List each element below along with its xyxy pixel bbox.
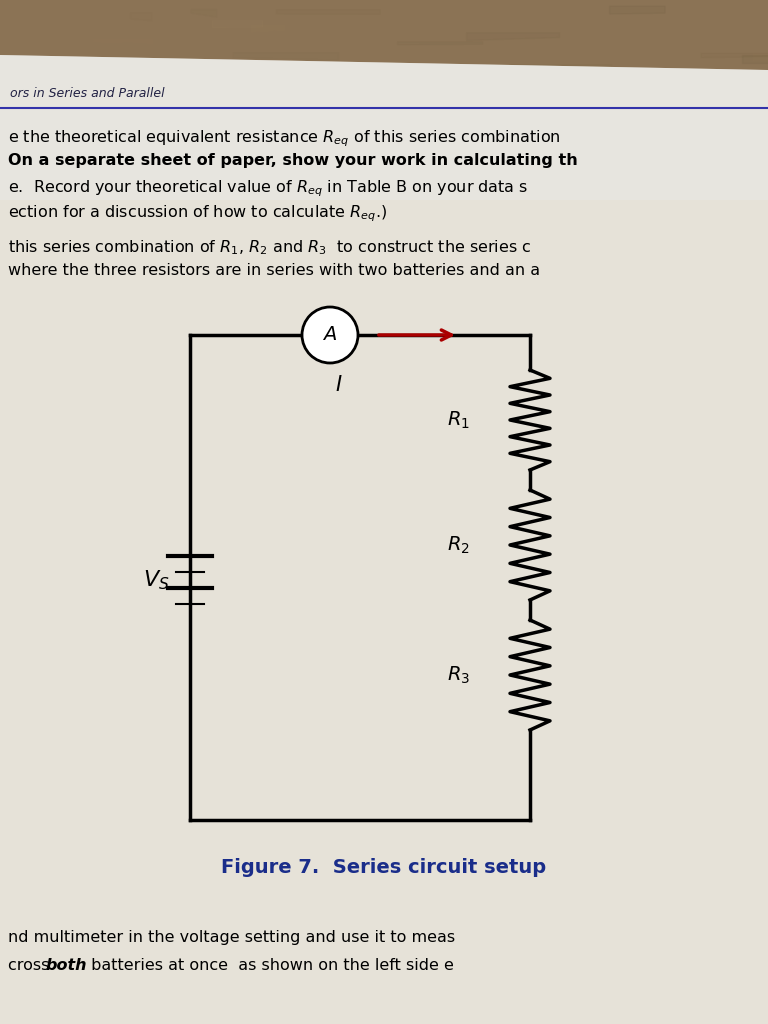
Polygon shape <box>0 55 768 1024</box>
Text: e the theoretical equivalent resistance $R_{eq}$ of this series combination: e the theoretical equivalent resistance … <box>8 128 561 148</box>
Text: batteries at once  as shown on the left side e: batteries at once as shown on the left s… <box>86 958 454 973</box>
Text: $R_1$: $R_1$ <box>447 410 470 431</box>
Text: ection for a discussion of how to calculate $R_{eq}$.): ection for a discussion of how to calcul… <box>8 203 387 223</box>
Text: e.  Record your theoretical value of $R_{eq}$ in Table B on your data s: e. Record your theoretical value of $R_{… <box>8 178 528 199</box>
Text: cross: cross <box>8 958 55 973</box>
Text: $A$: $A$ <box>323 326 337 344</box>
Polygon shape <box>0 55 768 200</box>
Text: On a separate sheet of paper, show your work in calculating th: On a separate sheet of paper, show your … <box>8 153 578 168</box>
Text: ors in Series and Parallel: ors in Series and Parallel <box>10 87 164 100</box>
Text: where the three resistors are in series with two batteries and an a: where the three resistors are in series … <box>8 263 540 278</box>
Text: this series combination of $R_1$, $R_2$ and $R_3$  to construct the series c: this series combination of $R_1$, $R_2$ … <box>8 238 531 257</box>
Text: $V_S$: $V_S$ <box>144 568 170 592</box>
Text: both: both <box>46 958 88 973</box>
Circle shape <box>302 307 358 362</box>
Text: $R_2$: $R_2$ <box>447 535 470 556</box>
Bar <box>0 0 768 120</box>
Text: $I$: $I$ <box>335 375 343 395</box>
Text: $R_3$: $R_3$ <box>447 665 470 686</box>
Text: Figure 7.  Series circuit setup: Figure 7. Series circuit setup <box>221 858 547 877</box>
Text: nd multimeter in the voltage setting and use it to meas: nd multimeter in the voltage setting and… <box>8 930 455 945</box>
